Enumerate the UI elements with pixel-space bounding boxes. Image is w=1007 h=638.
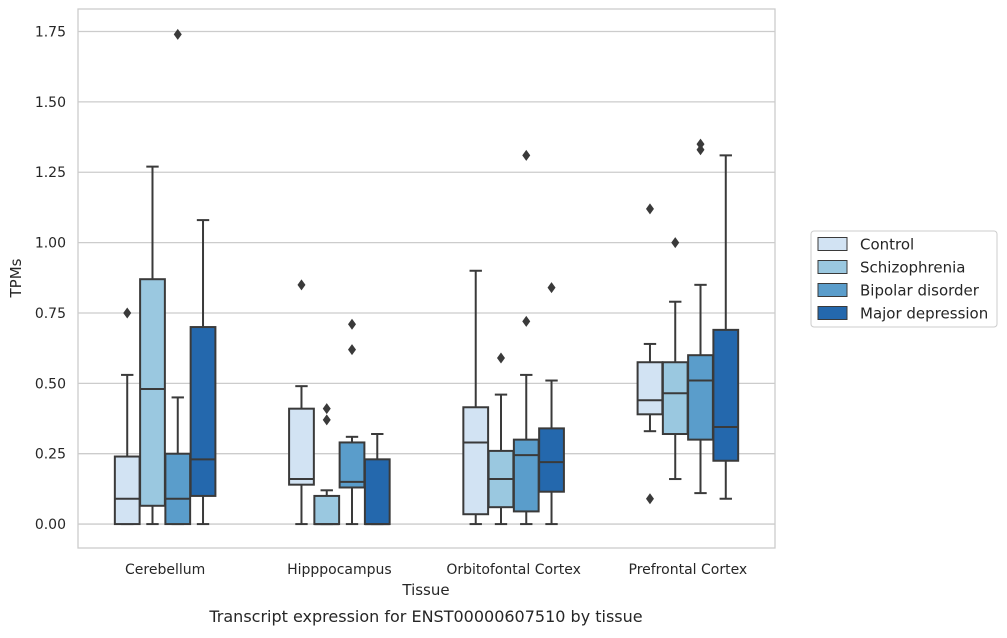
box-1-3 [661,237,689,481]
y-axis-label: TPMs [7,258,25,298]
y-tick-label: 1.75 [35,25,66,41]
legend-label: Major depression [860,305,988,323]
box-body [338,441,366,489]
legend-swatch [817,306,848,320]
outlier-point [348,344,357,356]
x-tick-label: Hipppocampus [287,562,392,578]
box-2-2 [512,149,540,526]
chart-caption: Transcript expression for ENST0000060751… [208,607,642,626]
plot-frame [77,8,776,549]
y-tick-label: 0.25 [35,447,66,463]
y-tick-label: 0.50 [35,376,66,392]
legend-label: Schizophrenia [860,259,965,277]
boxes-layer [113,28,740,526]
box-3-0 [189,219,217,526]
outlier-point [696,144,705,156]
box-0-3 [636,203,664,505]
outlier-point [297,279,306,291]
x-tick-label: Orbitofontal Cortex [446,562,581,578]
legend-swatch [817,283,848,297]
box-0-0 [113,307,141,526]
outlier-point [123,307,132,319]
box-3-2 [538,282,565,526]
outlier-point [645,203,654,215]
outlier-point [671,237,680,249]
box-body [687,354,714,441]
y-tick-label: 1.00 [35,236,66,252]
legend-swatch [817,237,848,251]
outlier-point [522,315,531,327]
box-0-2 [462,269,490,526]
outlier-point [322,403,331,415]
legend: Control Schizophrenia Bipolar disorder Majo… [810,230,998,328]
outlier-point [696,138,705,150]
box-body [288,407,315,486]
box-3-3 [712,154,740,500]
box-0-1 [288,279,315,526]
x-tick-labels: Cerebellum Hipppocampus Orbitofontal Corte… [125,562,747,578]
y-tick-labels: 0.00 0.25 0.50 0.75 1.00 1.25 1.50 1.75 [35,25,66,534]
box-2-3 [687,138,714,495]
legend-label: Bipolar disorder [860,282,980,300]
outlier-point [645,493,654,505]
box-body [363,458,391,526]
outlier-point [173,28,182,40]
outlier-point [348,318,357,330]
x-tick-label: Cerebellum [125,562,205,578]
box-body [139,278,166,507]
grid-layer [78,30,775,525]
box-body [512,438,540,513]
box-body [462,406,490,516]
y-tick-label: 0.00 [35,517,66,533]
x-axis-label: Tissue [401,581,449,599]
box-1-1 [313,403,341,526]
box-body [189,326,217,497]
box-1-0 [139,165,166,526]
box-body [538,427,565,493]
box-body [636,361,664,416]
box-body [313,494,341,526]
box-body [712,328,740,462]
box-2-1 [338,318,366,526]
y-tick-label: 0.75 [35,306,66,322]
legend-label: Control [860,236,914,254]
box-body [113,455,141,526]
legend-frame [810,230,998,328]
outlier-point [322,414,331,426]
box-body [661,361,689,436]
box-3-1 [363,433,391,526]
outlier-point [522,149,531,161]
y-tick-label: 1.25 [35,165,66,181]
box-body [164,452,192,526]
legend-swatch [817,260,848,274]
x-tick-label: Prefrontal Cortex [629,562,748,578]
y-tick-label: 1.50 [35,95,66,111]
box-1-2 [487,352,515,526]
outlier-point [496,352,505,364]
box-2-0 [164,28,192,526]
outlier-point [547,282,556,294]
